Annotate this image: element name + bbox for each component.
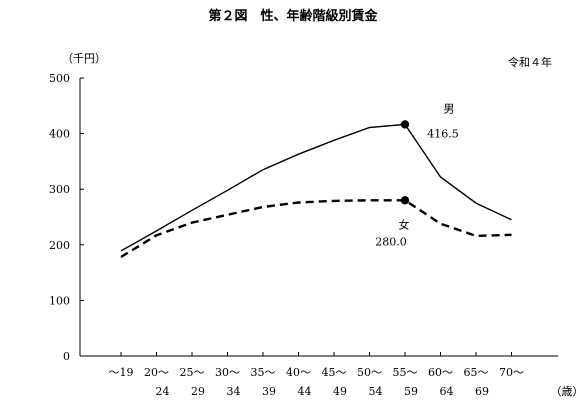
x-tick-label-second-line: 34 [227,385,241,398]
x-tick-label: 70～ [499,366,524,379]
series-value-label: 416.5 [427,127,459,140]
x-tick-label: 50～ [357,366,382,379]
x-tick-label-second-line: 44 [298,385,312,398]
y-tick-label: 100 [49,294,70,307]
x-tick-label-second-line: 24 [156,385,170,398]
x-tick-label: 30～ [215,366,240,379]
x-tick-label-second-line: 39 [262,385,276,398]
axis-ticks: 0 100 200 300 400 500 ～19 20～ 24 25～ 29 30～ 34 35～ 39 4… [49,72,524,398]
series-name-label: 男 [444,102,455,115]
x-tick-label: 20～ [144,366,169,379]
x-tick-label-second-line: 29 [191,385,205,398]
x-axis-label: （歳） [551,385,584,398]
x-tick-label: 60～ [428,366,453,379]
x-tick-label-second-line: 54 [369,385,383,398]
y-tick-label: 400 [49,128,70,141]
highlight-point [400,196,410,205]
y-tick-label: 200 [49,239,70,252]
axes [79,78,558,357]
x-tick-label: 40～ [286,366,311,379]
series-labels: 男 416.5 女 280.0 [375,102,459,248]
x-tick-label-second-line: 49 [333,385,347,398]
highlight-point [400,120,410,129]
chart-subtitle: 令和４年 [508,55,552,69]
y-tick-label: 500 [49,72,70,85]
y-axis-label: （千円） [62,52,106,65]
y-tick-label: 300 [49,183,70,196]
chart-title: 第２図 性、年齢階級別賃金 [208,8,378,24]
x-tick-label: 65～ [464,366,489,379]
series-lines [120,120,512,259]
x-tick-label-second-line: 64 [440,385,454,398]
series-value-label: 280.0 [375,235,407,248]
series-line-male [120,123,512,252]
series-name-label: 女 [399,217,410,231]
x-tick-label: 25～ [180,366,205,379]
x-tick-label: 55～ [393,366,418,379]
series-line-female [120,199,512,259]
x-tick-label-second-line: 69 [475,385,489,398]
x-tick-label: 45～ [322,366,347,379]
x-tick-label-second-line: 59 [404,385,418,398]
x-tick-label: 35～ [251,366,276,379]
y-tick-label: 0 [63,350,70,363]
x-tick-label: ～19 [109,366,134,379]
